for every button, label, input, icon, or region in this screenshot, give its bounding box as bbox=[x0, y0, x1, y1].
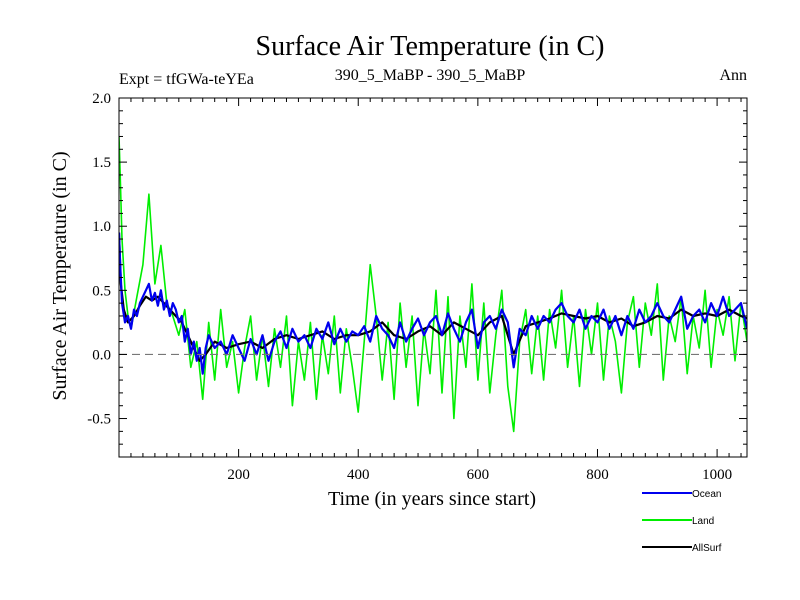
series-line-land bbox=[119, 136, 747, 433]
subtitle-period: Ann bbox=[719, 67, 747, 84]
y-tick-label: 0.5 bbox=[92, 283, 111, 299]
plot-lines bbox=[119, 136, 747, 433]
x-tick-label: 400 bbox=[347, 467, 370, 483]
legend: Ocean Land AllSurf bbox=[642, 489, 722, 554]
y-tick-label: 1.0 bbox=[92, 219, 111, 235]
legend-label-allsurf: AllSurf bbox=[692, 543, 722, 554]
x-tick-label: 800 bbox=[586, 467, 609, 483]
plot-frame bbox=[118, 97, 748, 458]
y-tick-label: -0.5 bbox=[87, 412, 111, 428]
y-tick-label: 2.0 bbox=[92, 91, 111, 107]
series-line-ocean bbox=[119, 232, 747, 375]
x-tick-label: 200 bbox=[227, 467, 250, 483]
x-axis-label: Time (in years since start) bbox=[328, 488, 536, 510]
y-tick-label: 0.0 bbox=[92, 347, 111, 363]
y-tick-label: 1.5 bbox=[92, 155, 111, 171]
x-tick-label: 600 bbox=[467, 467, 490, 483]
legend-label-ocean: Ocean bbox=[692, 489, 721, 500]
subtitle-experiment: Expt = tfGWa-teYEa bbox=[119, 71, 254, 88]
y-axis-label: Surface Air Temperature (in C) bbox=[49, 151, 71, 400]
legend-label-land: Land bbox=[692, 516, 714, 527]
chart-title: Surface Air Temperature (in C) bbox=[256, 31, 605, 62]
x-tick-label: 1000 bbox=[702, 467, 732, 483]
axes: 200 400 600 800 1000 -0.5 0.0 0.5 1.0 1.5 2.0 bbox=[87, 91, 748, 483]
subtitle-comparison: 390_5_MaBP - 390_5_MaBP bbox=[335, 67, 526, 84]
